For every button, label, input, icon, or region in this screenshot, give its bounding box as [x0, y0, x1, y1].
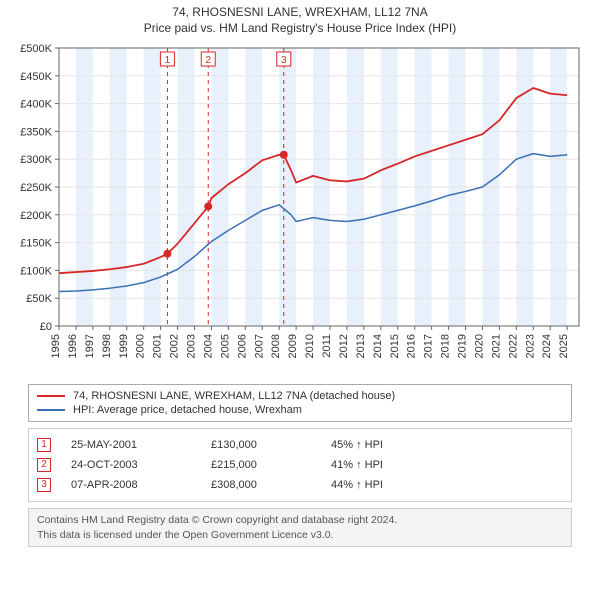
legend-row: HPI: Average price, detached house, Wrex… — [37, 403, 563, 417]
svg-text:2010: 2010 — [304, 334, 316, 358]
legend-row: 74, RHOSNESNI LANE, WREXHAM, LL12 7NA (d… — [37, 389, 563, 403]
svg-text:2023: 2023 — [524, 334, 536, 358]
svg-text:2005: 2005 — [219, 334, 231, 358]
svg-text:2011: 2011 — [321, 334, 333, 358]
svg-text:1: 1 — [165, 55, 171, 66]
sale-delta: 41% ↑ HPI — [331, 459, 383, 471]
sales-table: 1 25-MAY-2001 £130,000 45% ↑ HPI 2 24-OCT-200… — [28, 428, 572, 502]
svg-text:2017: 2017 — [423, 334, 435, 358]
svg-text:2008: 2008 — [270, 334, 282, 358]
svg-text:2020: 2020 — [473, 334, 485, 358]
sale-price: £215,000 — [211, 459, 311, 471]
svg-text:3: 3 — [281, 55, 287, 66]
sale-delta: 45% ↑ HPI — [331, 439, 383, 451]
chart-title-address: 74, RHOSNESNI LANE, WREXHAM, LL12 7NA — [0, 4, 600, 20]
svg-text:2007: 2007 — [253, 334, 265, 358]
svg-text:£300K: £300K — [20, 155, 52, 167]
svg-text:1997: 1997 — [84, 334, 96, 358]
svg-text:2024: 2024 — [541, 334, 553, 358]
attribution: Contains HM Land Registry data © Crown c… — [28, 508, 572, 546]
svg-text:£250K: £250K — [20, 182, 52, 194]
svg-text:2004: 2004 — [202, 334, 214, 358]
svg-text:2022: 2022 — [507, 334, 519, 358]
sale-marker: 1 — [37, 438, 51, 452]
attribution-line1: Contains HM Land Registry data © Crown c… — [37, 513, 563, 527]
svg-text:£350K: £350K — [20, 127, 52, 139]
svg-text:£0: £0 — [40, 321, 52, 333]
sale-marker: 3 — [37, 478, 51, 492]
legend-swatch — [37, 409, 65, 411]
svg-text:£450K: £450K — [20, 71, 52, 83]
svg-text:£400K: £400K — [20, 99, 52, 111]
svg-text:1996: 1996 — [67, 334, 79, 358]
svg-text:1999: 1999 — [118, 334, 130, 358]
svg-text:2015: 2015 — [389, 334, 401, 358]
svg-text:2025: 2025 — [558, 334, 570, 358]
sale-date: 07-APR-2008 — [71, 479, 191, 491]
sale-date: 24-OCT-2003 — [71, 459, 191, 471]
svg-text:2003: 2003 — [186, 334, 198, 358]
svg-text:2002: 2002 — [169, 334, 181, 358]
svg-text:2014: 2014 — [372, 334, 384, 358]
svg-text:£50K: £50K — [26, 294, 52, 306]
svg-text:2001: 2001 — [152, 334, 164, 358]
svg-text:2000: 2000 — [135, 334, 147, 358]
legend-label: HPI: Average price, detached house, Wrex… — [73, 404, 302, 416]
sale-delta: 44% ↑ HPI — [331, 479, 383, 491]
svg-text:£500K: £500K — [20, 43, 52, 55]
svg-text:2013: 2013 — [355, 334, 367, 358]
sale-row: 1 25-MAY-2001 £130,000 45% ↑ HPI — [37, 435, 563, 455]
sale-marker: 2 — [37, 458, 51, 472]
chart-title-block: 74, RHOSNESNI LANE, WREXHAM, LL12 7NA Pr… — [0, 0, 600, 36]
sale-date: 25-MAY-2001 — [71, 439, 191, 451]
svg-text:1995: 1995 — [50, 334, 62, 358]
svg-text:2018: 2018 — [440, 334, 452, 358]
legend: 74, RHOSNESNI LANE, WREXHAM, LL12 7NA (d… — [28, 384, 572, 422]
sale-price: £308,000 — [211, 479, 311, 491]
sale-row: 2 24-OCT-2003 £215,000 41% ↑ HPI — [37, 455, 563, 475]
svg-text:2019: 2019 — [457, 334, 469, 358]
svg-text:2: 2 — [205, 55, 211, 66]
svg-text:2012: 2012 — [338, 334, 350, 358]
chart-title-subtitle: Price paid vs. HM Land Registry's House … — [0, 20, 600, 36]
svg-text:2006: 2006 — [236, 334, 248, 358]
chart-svg: £0 £50K £100K £150K £200K £250K £300K £350K £400… — [5, 40, 595, 380]
sale-price: £130,000 — [211, 439, 311, 451]
svg-text:1998: 1998 — [101, 334, 113, 358]
svg-text:£150K: £150K — [20, 238, 52, 250]
chart-area: £0 £50K £100K £150K £200K £250K £300K £350K £400… — [5, 40, 595, 380]
legend-label: 74, RHOSNESNI LANE, WREXHAM, LL12 7NA (d… — [73, 390, 395, 402]
svg-text:2016: 2016 — [406, 334, 418, 358]
attribution-line2: This data is licensed under the Open Gov… — [37, 528, 563, 542]
svg-text:£200K: £200K — [20, 210, 52, 222]
sale-row: 3 07-APR-2008 £308,000 44% ↑ HPI — [37, 475, 563, 495]
svg-text:£100K: £100K — [20, 266, 52, 278]
svg-text:2021: 2021 — [490, 334, 502, 358]
legend-swatch — [37, 395, 65, 397]
svg-text:2009: 2009 — [287, 334, 299, 358]
